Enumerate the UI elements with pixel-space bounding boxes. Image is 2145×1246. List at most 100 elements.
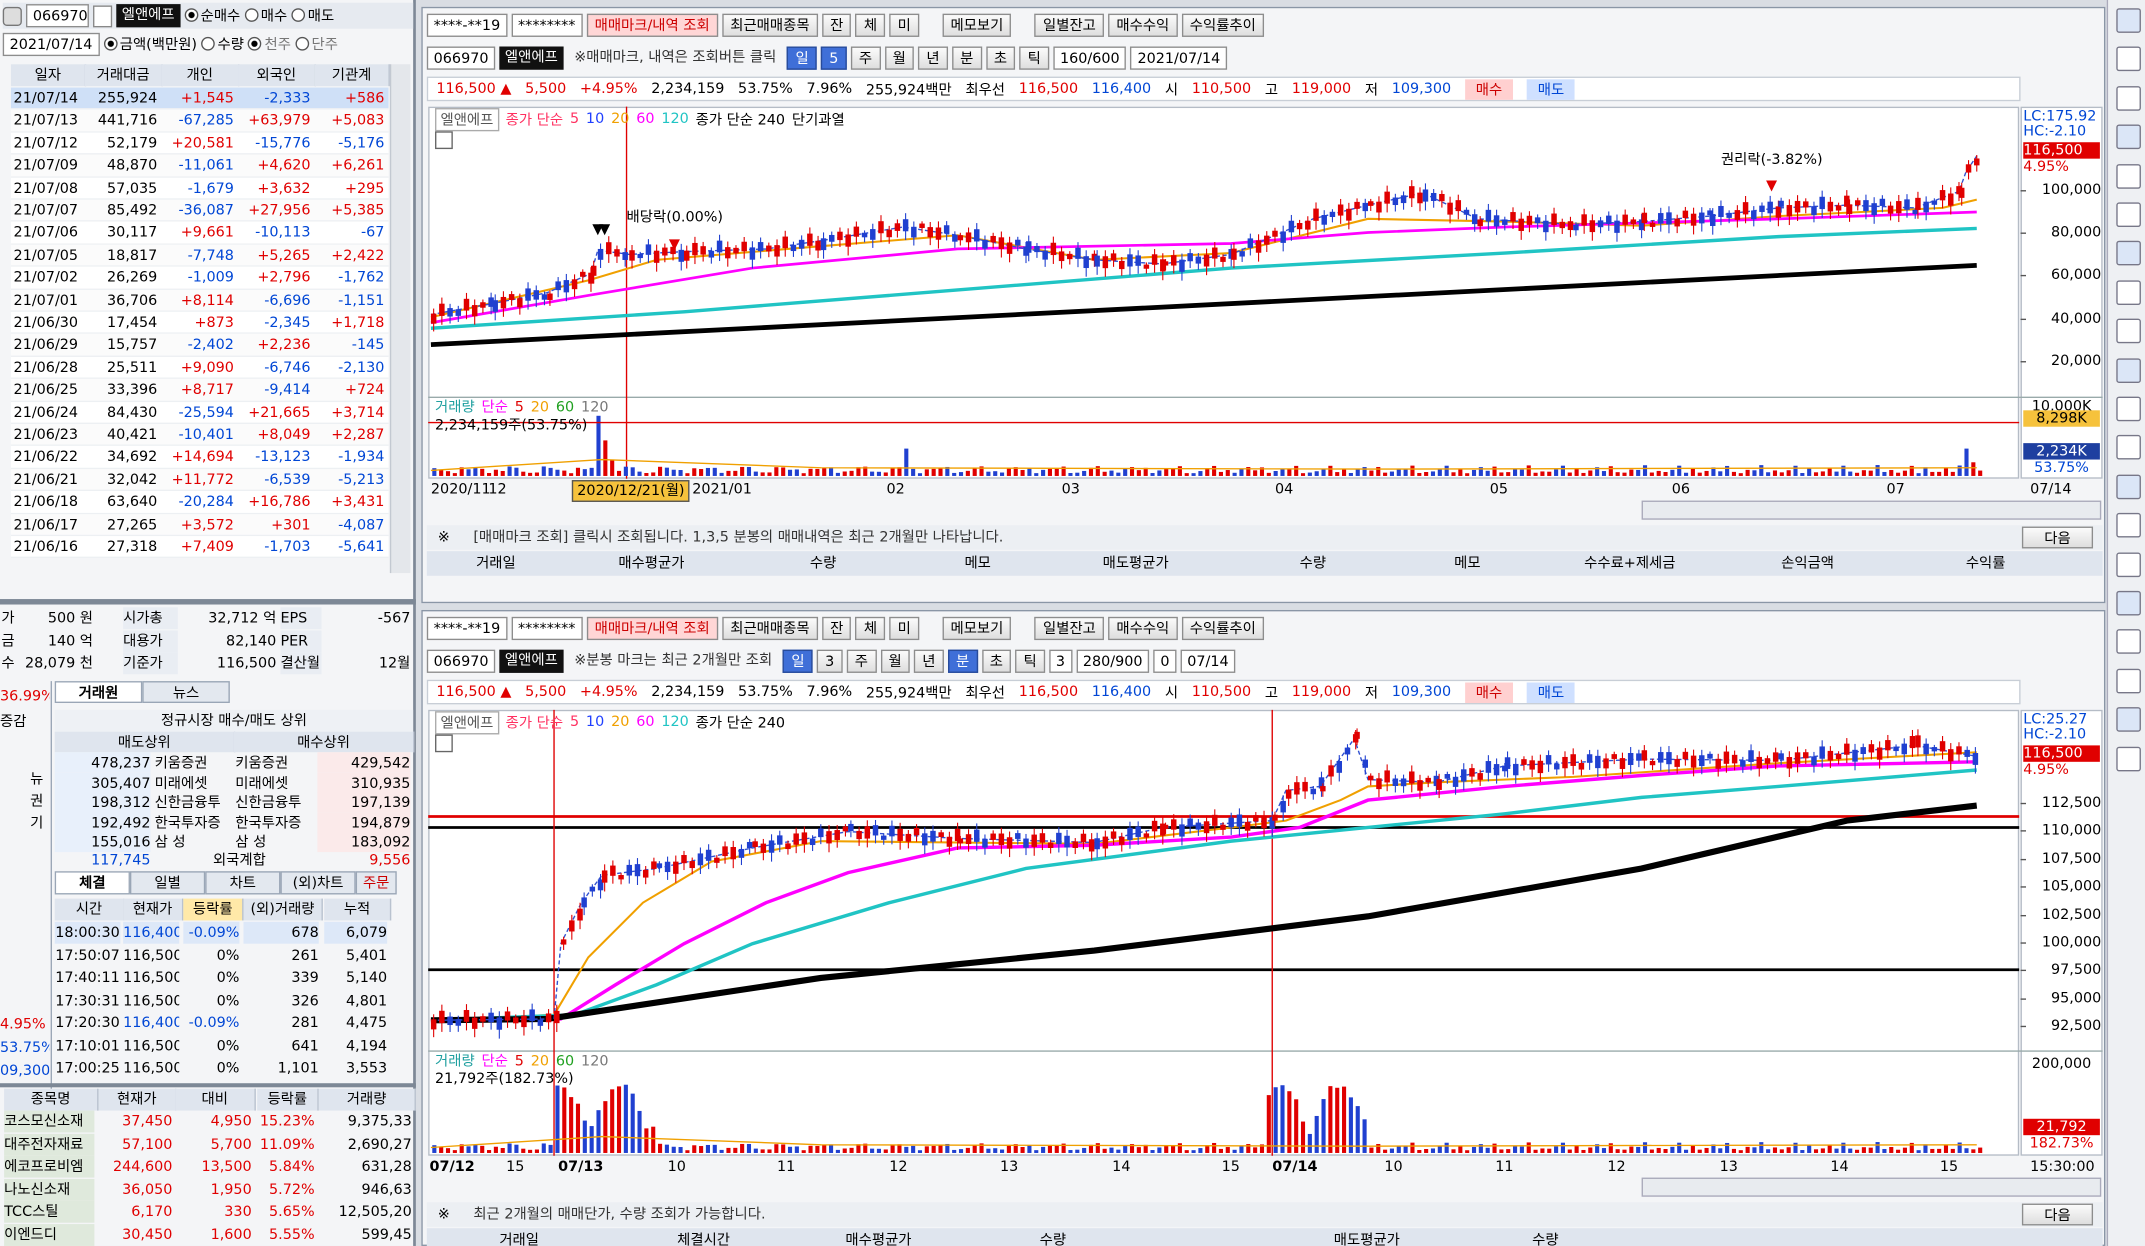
toolbar-item[interactable]: 주 <box>846 648 877 673</box>
watch-cell[interactable]: 이엔드디 <box>4 1223 95 1246</box>
quote-item[interactable]: 매수 <box>1464 78 1514 100</box>
toolbar-item[interactable]: 07/14 <box>1180 648 1236 673</box>
tool-icon[interactable] <box>2116 85 2141 111</box>
date-input[interactable]: 2021/07/14 <box>2 32 100 57</box>
radio-option[interactable]: 천주 <box>248 34 291 55</box>
toolbar-item[interactable]: 년 <box>918 45 948 70</box>
toolbar-button[interactable]: ******** <box>511 12 583 37</box>
tool-icon[interactable] <box>2116 474 2141 499</box>
tab[interactable]: (외)차트 <box>280 871 356 895</box>
toolbar-button[interactable]: 잔 <box>821 616 852 640</box>
toolbar-button[interactable]: 매수수익 <box>1108 616 1178 640</box>
tab[interactable]: 뉴스 <box>142 681 230 703</box>
tab[interactable]: 차트 <box>205 871 281 895</box>
toolbar-button[interactable]: 일별잔고 <box>1034 12 1105 37</box>
toolbar-button[interactable]: 매매마크/내역 조회 <box>586 12 718 37</box>
toolbar-button[interactable]: 미 <box>889 616 920 640</box>
tab[interactable]: 일별 <box>129 871 206 895</box>
toolbar-item[interactable]: 160/600 <box>1053 45 1127 70</box>
toolbar-item[interactable]: 년 <box>914 648 944 673</box>
search-icon[interactable] <box>93 4 113 27</box>
toolbar-button[interactable]: 최근매매종목 <box>722 12 818 37</box>
toolbar-button[interactable]: ****-**19 <box>426 12 508 37</box>
toolbar-button[interactable]: 미 <box>889 12 920 37</box>
tool-icon[interactable] <box>2116 435 2141 461</box>
toolbar-item[interactable]: 분 <box>951 45 982 70</box>
toolbar-button[interactable]: 잔 <box>821 12 852 37</box>
settings-icon[interactable] <box>2 6 22 26</box>
toolbar-button[interactable]: 매수수익 <box>1108 12 1178 37</box>
tool-icon[interactable] <box>2116 8 2141 33</box>
toolbar-item[interactable]: 월 <box>880 648 910 673</box>
toolbar-item[interactable]: 066970 <box>426 45 496 70</box>
toolbar-item[interactable]: 주 <box>850 45 881 70</box>
toolbar-item[interactable]: 5 <box>820 45 847 70</box>
toolbar-item[interactable]: 틱 <box>1015 648 1045 673</box>
toolbar-button[interactable]: ****-**19 <box>426 616 508 640</box>
watch-cell[interactable]: 에코프로비엠 <box>4 1155 95 1178</box>
tool-icon[interactable] <box>2116 318 2141 344</box>
tool-icon[interactable] <box>2116 590 2141 616</box>
toolbar-item[interactable]: 분 <box>947 648 978 673</box>
tool-icon[interactable] <box>2116 357 2141 383</box>
toolbar-item[interactable]: 3 <box>816 648 843 673</box>
tab[interactable]: 체결 <box>54 871 130 895</box>
radio-option[interactable]: 순매수 <box>184 5 241 26</box>
tool-icon[interactable] <box>2116 280 2141 305</box>
toolbar-button[interactable]: 수익률추이 <box>1181 12 1265 37</box>
radio-option[interactable]: 매도 <box>291 5 334 26</box>
tool-icon[interactable] <box>2116 124 2141 150</box>
toolbar-button[interactable]: 메모보기 <box>942 616 1012 640</box>
watch-cell[interactable]: TCC스틸 <box>4 1200 95 1223</box>
toolbar-item[interactable]: 3 <box>1049 648 1072 673</box>
watch-cell[interactable]: 대주전자재료 <box>4 1133 95 1156</box>
toolbar-item[interactable]: 엘앤에프 <box>499 45 564 70</box>
toolbar-item[interactable]: ※매매마크, 내역은 조회버튼 클릭 <box>574 48 777 65</box>
toolbar-item[interactable]: 2021/07/14 <box>1130 45 1228 70</box>
tool-icon[interactable] <box>2116 707 2141 732</box>
toolbar-button[interactable]: 체 <box>855 12 886 37</box>
toolbar-button[interactable]: 메모보기 <box>942 12 1012 37</box>
toolbar-item[interactable]: ※분봉 마크는 최근 2개월만 조회 <box>574 651 773 669</box>
tool-icon[interactable] <box>2116 629 2141 655</box>
toolbar-button[interactable]: ******** <box>511 616 583 640</box>
next-button[interactable]: 다음 <box>2021 526 2094 549</box>
toolbar-button[interactable]: 최근매매종목 <box>722 616 818 640</box>
radio-option[interactable]: 매수 <box>244 5 287 26</box>
toolbar-item[interactable]: 엘앤에프 <box>499 648 564 673</box>
tool-icon[interactable] <box>2116 513 2141 538</box>
tool-icon[interactable] <box>2116 163 2141 189</box>
tool-icon[interactable] <box>2116 202 2141 228</box>
toolbar-item[interactable]: 0 <box>1153 648 1177 673</box>
watch-cell[interactable]: 코스모신소재 <box>4 1110 95 1133</box>
tab[interactable]: 거래원 <box>54 681 143 703</box>
toolbar-button[interactable]: 일별잔고 <box>1034 616 1105 640</box>
tool-icon[interactable] <box>2116 551 2141 577</box>
stock-code[interactable]: 066970 <box>25 4 89 28</box>
quote-item[interactable]: 매도 <box>1526 78 1576 100</box>
toolbar-item[interactable]: 초 <box>981 648 1012 673</box>
toolbar-item[interactable]: 280/900 <box>1076 648 1150 673</box>
tool-icon[interactable] <box>2116 47 2141 72</box>
tool-icon[interactable] <box>2116 668 2141 694</box>
toolbar-item[interactable]: 일 <box>787 45 817 70</box>
toolbar-button[interactable]: 체 <box>855 616 886 640</box>
toolbar-item[interactable]: 초 <box>985 45 1016 70</box>
tool-icon[interactable] <box>2116 241 2141 266</box>
toolbar-item[interactable]: 월 <box>884 45 915 70</box>
quote-item[interactable]: 매수 <box>1464 681 1514 703</box>
toolbar-item[interactable]: 일 <box>783 648 813 673</box>
watch-cell[interactable]: 나노신소재 <box>4 1178 95 1201</box>
tool-icon[interactable] <box>2116 396 2141 422</box>
toolbar-item[interactable]: 066970 <box>426 648 496 673</box>
next-button[interactable]: 다음 <box>2021 1203 2094 1226</box>
radio-option[interactable]: 수량 <box>201 34 244 55</box>
tool-icon[interactable] <box>2116 746 2141 771</box>
toolbar-item[interactable]: 틱 <box>1019 45 1050 70</box>
quote-item[interactable]: 매도 <box>1526 681 1576 703</box>
tab[interactable]: 주문 <box>355 871 397 895</box>
toolbar-button[interactable]: 매매마크/내역 조회 <box>586 616 718 640</box>
radio-option[interactable]: 단주 <box>295 34 337 55</box>
toolbar-button[interactable]: 수익률추이 <box>1181 616 1265 640</box>
radio-option[interactable]: 금액(백만원) <box>103 34 197 55</box>
